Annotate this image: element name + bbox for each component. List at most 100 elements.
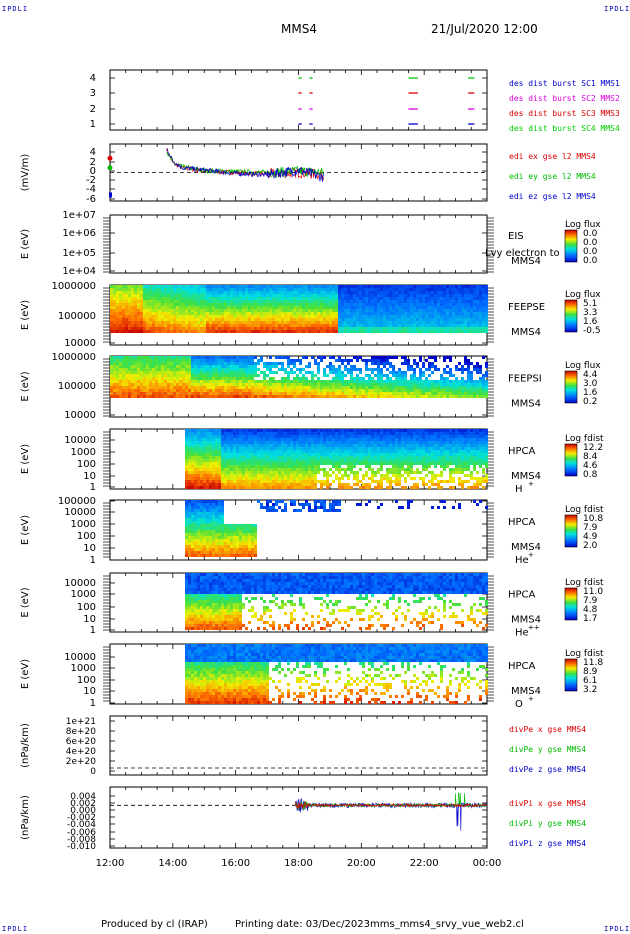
spectro-cell — [194, 462, 197, 465]
spectro-cell — [266, 389, 269, 392]
spectro-cell — [290, 395, 293, 398]
spectro-cell — [149, 389, 152, 392]
spectro-cell — [155, 380, 158, 383]
spectro-cell — [407, 291, 410, 294]
spectro-cell — [446, 377, 449, 380]
spectro-cell — [143, 291, 146, 294]
spectro-cell — [395, 377, 398, 380]
spectro-cell — [368, 377, 371, 380]
spectro-cell — [236, 315, 239, 318]
spectro-cell — [317, 312, 320, 315]
spectro-cell — [242, 438, 245, 441]
spectro-cell — [392, 318, 395, 321]
spectro-cell — [293, 291, 296, 294]
spectro-cell — [425, 315, 428, 318]
spectro-cell — [113, 288, 116, 291]
spectro-cell — [161, 362, 164, 365]
spectro-cell — [212, 377, 215, 380]
spectro-cell — [194, 465, 197, 468]
spectro-cell — [371, 306, 374, 309]
spectro-cell — [419, 315, 422, 318]
spectro-cell — [383, 324, 386, 327]
spectro-cell — [245, 356, 248, 359]
spectro-cell — [311, 300, 314, 303]
spectro-cell — [179, 374, 182, 377]
spectro-cell — [407, 306, 410, 309]
spectro-cell — [365, 306, 368, 309]
spectro-cell — [293, 303, 296, 306]
spectro-cell — [143, 371, 146, 374]
spectro-cell — [179, 395, 182, 398]
spectro-cell — [194, 294, 197, 297]
spectro-cell — [257, 374, 260, 377]
spectro-cell — [356, 395, 359, 398]
spectro-cell — [443, 291, 446, 294]
spectro-cell — [353, 327, 356, 330]
spectro-cell — [224, 321, 227, 324]
spectro-cell — [455, 368, 458, 371]
spectro-cell — [245, 474, 248, 477]
spectro-cell — [389, 315, 392, 318]
spectro-cell — [125, 356, 128, 359]
spectro-cell — [479, 291, 482, 294]
spectro-cell — [440, 395, 443, 398]
spectro-cell — [230, 330, 233, 333]
spectro-cell — [182, 303, 185, 306]
spectro-cell — [422, 383, 425, 386]
spectro-cell — [437, 306, 440, 309]
spectro-cell — [170, 324, 173, 327]
spectro-cell — [134, 365, 137, 368]
spectro-cell — [140, 309, 143, 312]
spectro-cell — [455, 297, 458, 300]
spectro-cell — [377, 303, 380, 306]
spectro-cell — [401, 386, 404, 389]
spectro-cell — [281, 297, 284, 300]
spectro-cell — [233, 288, 236, 291]
spectro-cell — [296, 309, 299, 312]
spectro-cell — [185, 324, 188, 327]
spectro-cell — [269, 321, 272, 324]
spectro-cell — [221, 486, 224, 489]
spectro-cell — [437, 380, 440, 383]
spectro-cell — [230, 429, 233, 432]
spectro-cell — [359, 377, 362, 380]
spectro-cell — [242, 377, 245, 380]
spectro-cell — [179, 303, 182, 306]
spectro-cell — [344, 297, 347, 300]
spectro-cell — [314, 309, 317, 312]
spectro-cell — [260, 306, 263, 309]
spectro-cell — [257, 383, 260, 386]
spectro-cell — [233, 297, 236, 300]
spectro-cell — [350, 321, 353, 324]
spectro-cell — [368, 321, 371, 324]
spectro-cell — [224, 315, 227, 318]
spectro-cell — [143, 365, 146, 368]
spectro-cell — [464, 294, 467, 297]
spectro-cell — [224, 324, 227, 327]
spectro-cell — [227, 392, 230, 395]
spectro-cell — [197, 300, 200, 303]
spectro-cell — [119, 392, 122, 395]
spectro-cell — [149, 383, 152, 386]
spectro-cell — [167, 365, 170, 368]
spectro-cell — [137, 389, 140, 392]
spectro-cell — [134, 392, 137, 395]
spectro-cell — [353, 312, 356, 315]
spectro-cell — [266, 368, 269, 371]
spectro-cell — [128, 356, 131, 359]
spectro-cell — [482, 324, 485, 327]
spectro-cell — [185, 441, 188, 444]
spectro-cell — [206, 291, 209, 294]
spectro-cell — [182, 324, 185, 327]
spectro-cell — [212, 435, 215, 438]
spectro-cell — [194, 288, 197, 291]
spectro-cell — [335, 395, 338, 398]
spectro-cell — [194, 291, 197, 294]
spectro-cell — [404, 362, 407, 365]
spectro-cell — [158, 386, 161, 389]
spectro-cell — [224, 312, 227, 315]
spectro-cell — [119, 303, 122, 306]
spectro-cell — [212, 432, 215, 435]
spectro-cell — [335, 306, 338, 309]
spectro-cell — [143, 324, 146, 327]
